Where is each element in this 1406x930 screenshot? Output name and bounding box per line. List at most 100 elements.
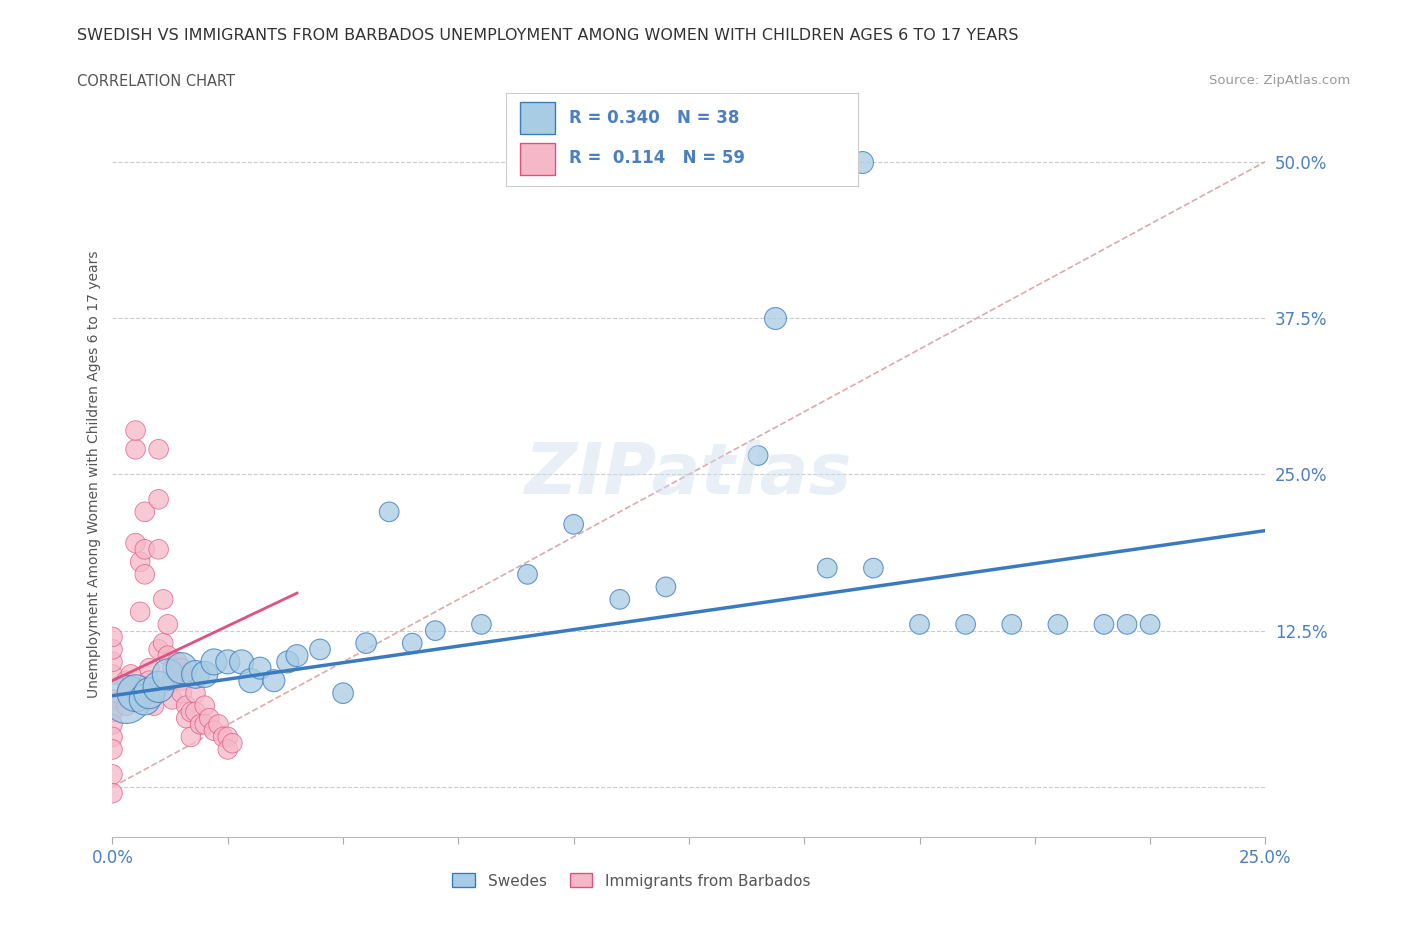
Point (174, 711, 197, 725)
Point (115, 685, 138, 700)
Point (143, 685, 166, 700)
Point (184, 667, 207, 682)
Point (152, 636, 174, 651)
Point (124, 423, 146, 438)
Point (162, 660, 184, 675)
Point (217, 742, 239, 757)
FancyBboxPatch shape (520, 143, 555, 175)
Point (170, 660, 193, 675)
Point (170, 673, 193, 688)
Point (101, 742, 124, 757)
Point (156, 667, 179, 682)
Point (217, 729, 239, 744)
Text: Source: ZipAtlas.com: Source: ZipAtlas.com (1209, 74, 1350, 87)
Point (562, 517, 585, 532)
Point (955, 617, 977, 631)
Legend: Swedes, Immigrants from Barbados: Swedes, Immigrants from Barbados (446, 868, 817, 895)
Point (1116, 617, 1139, 631)
Point (101, 767, 124, 782)
Text: CORRELATION CHART: CORRELATION CHART (77, 74, 235, 89)
Point (198, 711, 221, 725)
Point (277, 655, 299, 670)
Point (221, 736, 243, 751)
Point (134, 567, 156, 582)
Point (148, 642, 170, 657)
Point (194, 717, 217, 732)
Point (378, 504, 401, 519)
Point (124, 536, 146, 551)
Text: SWEDISH VS IMMIGRANTS FROM BARBADOS UNEMPLOYMENT AMONG WOMEN WITH CHILDREN AGES : SWEDISH VS IMMIGRANTS FROM BARBADOS UNEM… (77, 28, 1019, 43)
Point (134, 504, 156, 519)
Point (115, 673, 138, 688)
Point (115, 692, 138, 707)
Point (908, 617, 931, 631)
Point (862, 561, 884, 576)
Point (180, 705, 202, 720)
Point (401, 636, 423, 651)
Point (609, 591, 631, 606)
Point (156, 617, 179, 631)
Point (138, 685, 160, 700)
Point (170, 685, 193, 700)
Point (148, 542, 170, 557)
Y-axis label: Unemployment Among Women with Children Ages 6 to 17 years: Unemployment Among Women with Children A… (87, 250, 101, 698)
Point (1001, 617, 1024, 631)
Point (134, 542, 156, 557)
Point (188, 717, 211, 732)
Point (101, 786, 124, 801)
Point (101, 692, 124, 707)
Point (354, 636, 377, 651)
Point (143, 698, 166, 713)
Point (212, 729, 235, 744)
Point (170, 660, 193, 675)
Point (148, 680, 170, 695)
Point (174, 698, 197, 713)
Point (765, 311, 787, 325)
Point (815, 561, 838, 576)
Point (156, 648, 179, 663)
Point (166, 667, 188, 682)
Point (516, 567, 538, 582)
Point (425, 623, 447, 638)
Point (1139, 617, 1161, 631)
Text: R =  0.114   N = 59: R = 0.114 N = 59 (569, 149, 745, 167)
Point (194, 667, 217, 682)
Point (101, 655, 124, 670)
Point (184, 705, 207, 720)
Point (239, 673, 262, 688)
Point (166, 655, 188, 670)
Point (231, 655, 253, 670)
Point (202, 724, 225, 738)
Point (101, 729, 124, 744)
Point (138, 660, 160, 675)
Point (1046, 617, 1069, 631)
Point (138, 673, 160, 688)
Point (101, 642, 124, 657)
Point (470, 617, 492, 631)
Point (194, 698, 217, 713)
Point (148, 442, 170, 457)
Point (162, 692, 184, 707)
Point (129, 604, 152, 619)
Point (124, 442, 146, 457)
Point (309, 642, 332, 657)
Point (134, 692, 156, 707)
Point (655, 579, 678, 594)
Point (851, 154, 873, 169)
Point (249, 660, 271, 675)
Point (124, 685, 146, 700)
Point (1092, 617, 1115, 631)
Point (180, 729, 202, 744)
FancyBboxPatch shape (520, 102, 555, 134)
Point (148, 492, 170, 507)
Point (162, 673, 184, 688)
Point (101, 667, 124, 682)
Point (120, 667, 142, 682)
Point (101, 630, 124, 644)
Point (217, 655, 239, 670)
Point (129, 554, 152, 569)
Point (285, 648, 308, 663)
Point (101, 717, 124, 732)
Text: ZIPatlas: ZIPatlas (526, 440, 852, 509)
Point (115, 698, 138, 713)
